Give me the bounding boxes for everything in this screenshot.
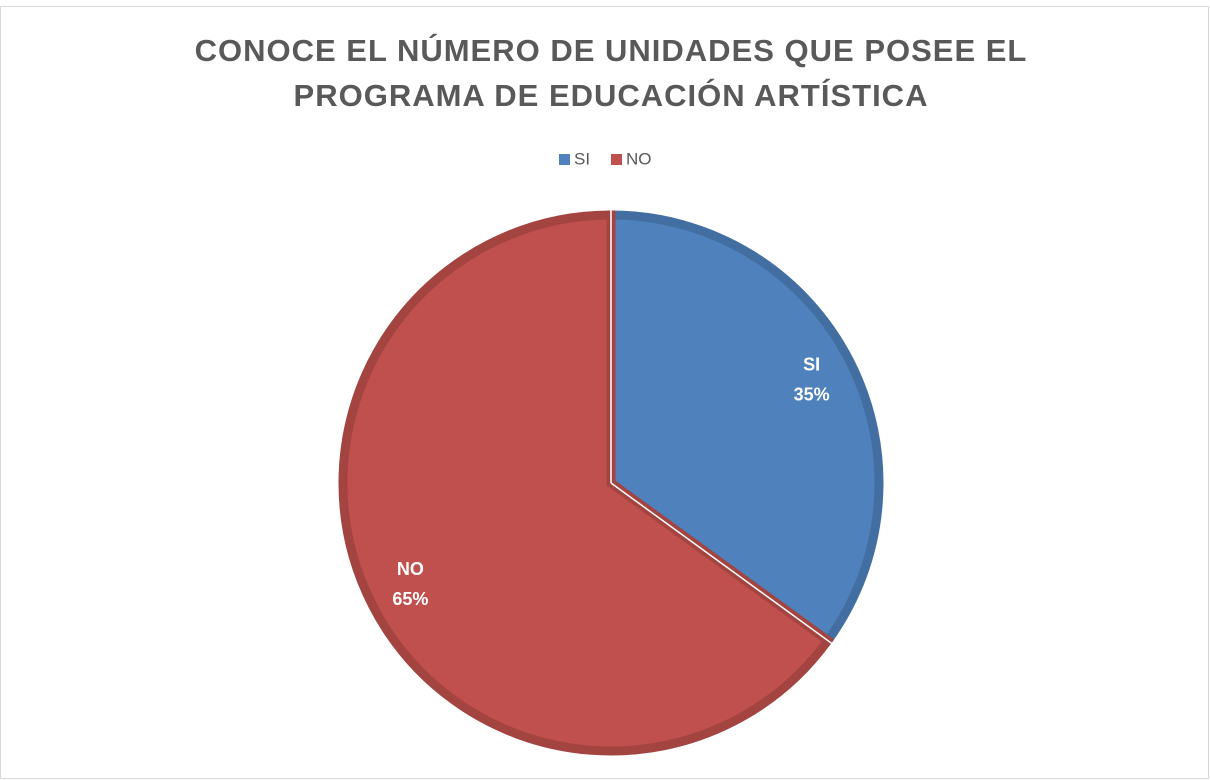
- legend-label: NO: [626, 149, 652, 168]
- slice-separator: [610, 482, 833, 645]
- data-label-category: NO: [397, 559, 424, 579]
- chart-title: PROGRAMA DE EDUCACIÓN ARTÍSTICA: [294, 77, 929, 113]
- data-label-value: 35%: [794, 385, 830, 405]
- data-label-category: SI: [803, 355, 820, 375]
- pie-slice: [606, 210, 884, 647]
- legend-swatch: [611, 154, 622, 165]
- pie-slice: [338, 210, 835, 756]
- data-label-value: 65%: [392, 589, 428, 609]
- legend-label: SI: [574, 149, 590, 168]
- legend-swatch: [559, 154, 570, 165]
- chart-title: CONOCE EL NÚMERO DE UNIDADES QUE POSEE E…: [195, 32, 1028, 68]
